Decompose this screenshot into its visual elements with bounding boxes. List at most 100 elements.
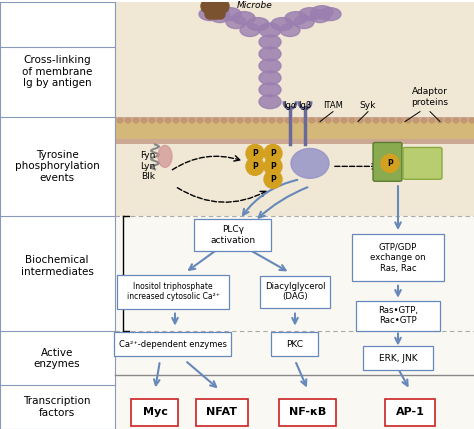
Circle shape xyxy=(206,1,224,19)
Circle shape xyxy=(277,118,283,123)
Text: PKC: PKC xyxy=(286,340,303,349)
Circle shape xyxy=(429,118,435,123)
Text: Cross-linking
of membrane
Ig by antigen: Cross-linking of membrane Ig by antigen xyxy=(22,55,92,88)
Circle shape xyxy=(206,118,210,123)
Ellipse shape xyxy=(259,47,281,61)
Text: PLCγ
activation: PLCγ activation xyxy=(210,225,255,245)
Ellipse shape xyxy=(310,9,330,23)
Text: Ca²⁺-dependent enzymes: Ca²⁺-dependent enzymes xyxy=(119,340,227,349)
Text: NF-κB: NF-κB xyxy=(289,407,327,417)
Circle shape xyxy=(262,118,266,123)
Text: Tyrosine
phosphorylation
events: Tyrosine phosphorylation events xyxy=(15,150,100,183)
Text: Diacylglycerol
(DAG): Diacylglycerol (DAG) xyxy=(265,282,325,302)
Text: ITAM: ITAM xyxy=(323,101,343,110)
Ellipse shape xyxy=(259,23,281,37)
Text: P: P xyxy=(270,162,276,171)
Circle shape xyxy=(438,118,443,123)
Ellipse shape xyxy=(210,9,230,23)
Circle shape xyxy=(165,118,171,123)
Circle shape xyxy=(446,118,450,123)
Circle shape xyxy=(470,118,474,123)
Circle shape xyxy=(215,9,225,19)
Ellipse shape xyxy=(285,12,307,24)
Ellipse shape xyxy=(299,8,321,21)
Circle shape xyxy=(173,118,179,123)
Circle shape xyxy=(182,118,186,123)
FancyBboxPatch shape xyxy=(385,399,435,426)
Circle shape xyxy=(310,118,315,123)
Text: P: P xyxy=(270,149,276,158)
Circle shape xyxy=(201,0,215,13)
Circle shape xyxy=(149,118,155,123)
Ellipse shape xyxy=(291,148,329,178)
Circle shape xyxy=(341,118,346,123)
Circle shape xyxy=(246,118,250,123)
Text: Inositol triphosphate
increased cytosolic Ca²⁺: Inositol triphosphate increased cytosoli… xyxy=(127,282,219,302)
Text: GTP/GDP
exchange on
Ras, Rac: GTP/GDP exchange on Ras, Rac xyxy=(370,243,426,273)
Ellipse shape xyxy=(259,35,281,49)
Text: Active
enzymes: Active enzymes xyxy=(34,347,80,369)
Circle shape xyxy=(264,170,282,188)
Circle shape xyxy=(209,0,221,7)
Ellipse shape xyxy=(207,6,229,18)
FancyBboxPatch shape xyxy=(363,347,433,370)
Circle shape xyxy=(213,118,219,123)
FancyBboxPatch shape xyxy=(115,332,231,356)
Circle shape xyxy=(318,118,322,123)
Circle shape xyxy=(264,145,282,162)
Ellipse shape xyxy=(259,83,281,97)
Circle shape xyxy=(301,118,307,123)
Ellipse shape xyxy=(294,15,314,29)
FancyBboxPatch shape xyxy=(117,275,229,308)
Text: Fyn
Lyn
Blk: Fyn Lyn Blk xyxy=(140,151,155,181)
Text: P: P xyxy=(387,159,393,168)
Bar xyxy=(115,2,474,216)
Circle shape xyxy=(205,9,215,19)
Circle shape xyxy=(246,145,264,162)
Ellipse shape xyxy=(158,145,172,167)
Bar xyxy=(115,117,474,145)
Circle shape xyxy=(270,118,274,123)
Bar xyxy=(115,117,474,121)
Circle shape xyxy=(374,118,379,123)
Circle shape xyxy=(398,118,402,123)
Circle shape xyxy=(254,118,258,123)
Circle shape xyxy=(246,157,264,175)
FancyBboxPatch shape xyxy=(403,148,442,179)
FancyBboxPatch shape xyxy=(260,276,330,308)
FancyBboxPatch shape xyxy=(272,332,319,356)
Circle shape xyxy=(326,118,330,123)
Bar xyxy=(115,139,474,145)
Ellipse shape xyxy=(271,18,293,30)
FancyBboxPatch shape xyxy=(131,399,179,426)
Text: Igα: Igα xyxy=(283,101,297,110)
Circle shape xyxy=(198,118,202,123)
Circle shape xyxy=(454,118,458,123)
Circle shape xyxy=(293,118,299,123)
FancyBboxPatch shape xyxy=(280,399,337,426)
Circle shape xyxy=(462,118,466,123)
Circle shape xyxy=(357,118,363,123)
Circle shape xyxy=(381,154,399,172)
Ellipse shape xyxy=(240,24,260,36)
Ellipse shape xyxy=(259,95,281,109)
Circle shape xyxy=(221,118,227,123)
Bar xyxy=(115,216,474,429)
Text: P: P xyxy=(252,149,258,158)
Text: NFAT: NFAT xyxy=(207,407,237,417)
Circle shape xyxy=(382,118,386,123)
Circle shape xyxy=(215,0,229,13)
Text: Biochemical
intermediates: Biochemical intermediates xyxy=(20,255,93,277)
Text: P: P xyxy=(252,162,258,171)
Circle shape xyxy=(237,118,243,123)
Circle shape xyxy=(142,118,146,123)
Circle shape xyxy=(264,157,282,175)
Ellipse shape xyxy=(199,8,221,21)
Ellipse shape xyxy=(219,8,241,21)
Circle shape xyxy=(126,118,130,123)
Ellipse shape xyxy=(311,6,333,18)
FancyBboxPatch shape xyxy=(352,235,444,281)
Ellipse shape xyxy=(259,59,281,73)
Circle shape xyxy=(390,118,394,123)
Circle shape xyxy=(118,118,122,123)
